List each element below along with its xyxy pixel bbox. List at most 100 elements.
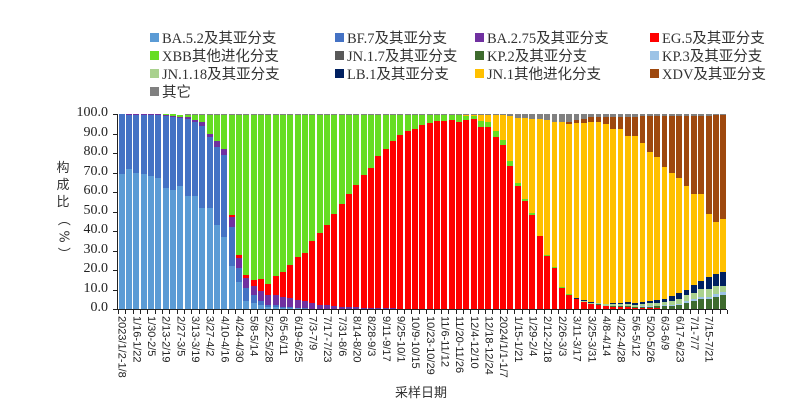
x-tick-mark [162, 310, 164, 314]
bar-segment [463, 120, 470, 309]
bar [551, 114, 558, 309]
x-tick-label: 2/27-3/5 [174, 316, 187, 357]
bar-segment [500, 144, 507, 309]
bar [412, 114, 419, 309]
bar-segment [162, 188, 169, 309]
bar-segment [712, 294, 719, 297]
bar-segment [287, 265, 294, 299]
bar-segment [265, 305, 272, 308]
bar-segment [243, 274, 250, 278]
bar-segment [646, 152, 653, 302]
bar-segment [595, 116, 602, 122]
bar-segment [382, 114, 389, 115]
bar-segment [558, 286, 565, 288]
bar-segment [272, 305, 279, 308]
bar-segment [177, 116, 184, 118]
bar-segment [375, 114, 382, 115]
bar-segment [412, 115, 419, 130]
x-tick-mark [198, 310, 200, 314]
bar-segment [199, 121, 206, 126]
bar-segment [272, 307, 279, 309]
bar-segment [375, 308, 382, 309]
x-tick-label: 6/5-6/11 [277, 316, 290, 356]
bar-segment [573, 119, 580, 123]
y-tick-label: 30.0 [83, 241, 109, 257]
x-axis-line [118, 309, 727, 310]
bar [676, 114, 683, 309]
x-tick-label: 2/12-2/18 [541, 316, 554, 363]
bar-segment [602, 123, 609, 304]
bar-segment [720, 219, 727, 272]
x-tick-label: 3/11-3/17 [570, 316, 583, 362]
bar-segment [588, 302, 595, 304]
bar-segment [566, 123, 573, 295]
bar-segment [661, 299, 668, 303]
bar [125, 114, 132, 309]
legend-swatch-icon [475, 33, 484, 42]
legend-item: 其它 [150, 84, 191, 102]
bar [294, 114, 301, 309]
bar-segment [500, 139, 507, 145]
bar-segment [639, 306, 646, 307]
bar-segment [243, 287, 250, 302]
bar-segment [676, 293, 683, 299]
x-tick-mark [565, 310, 567, 314]
bar-segment [705, 114, 712, 116]
bar-segment [720, 114, 727, 116]
bar-segment [566, 295, 573, 309]
bar-segment [265, 114, 272, 116]
bar [426, 114, 433, 309]
bar-segment [140, 114, 147, 175]
bar [624, 114, 631, 309]
y-tick-label: 10.0 [83, 280, 109, 296]
bar-segment [346, 193, 352, 308]
bar-segment [199, 207, 206, 309]
bar-segment [705, 298, 712, 309]
y-tick-mark [113, 289, 118, 291]
bar-segment [573, 298, 580, 300]
y-tick-label: 50.0 [83, 202, 109, 218]
bar-segment [573, 298, 580, 299]
bar-segment [683, 186, 690, 290]
legend-item: LB.1及其亚分支 [335, 66, 449, 84]
bar-segment [654, 308, 661, 309]
bar-segment [463, 115, 470, 121]
bar-segment [221, 114, 228, 115]
bar [118, 114, 125, 309]
bar-segment [412, 114, 419, 115]
bar-segment [522, 201, 529, 309]
bar-segment [646, 306, 653, 307]
x-tick-mark [132, 310, 134, 314]
x-tick-mark [594, 310, 596, 314]
bar [434, 114, 441, 309]
bar-segment [382, 115, 389, 149]
bar [617, 114, 624, 309]
x-tick-mark [682, 310, 684, 314]
bar [169, 114, 176, 309]
x-tick-label: 5/20-5/26 [643, 316, 656, 363]
bar-segment [639, 303, 646, 307]
bar-segment [309, 303, 316, 309]
x-tick-label: 7/31-8/6 [335, 316, 348, 357]
legend-swatch-icon [650, 69, 659, 78]
x-tick-mark [704, 310, 706, 314]
bar-segment [177, 117, 184, 187]
bar [213, 114, 220, 309]
bar [250, 114, 257, 309]
bar-segment [441, 115, 448, 122]
bar-segment [258, 114, 264, 115]
x-tick-label: 11/20-11/26 [453, 316, 466, 374]
bar-segment [507, 115, 514, 162]
bar [632, 114, 639, 309]
x-tick-label: 12/4-12/10 [467, 316, 480, 369]
bar-segment [624, 306, 631, 308]
bar-segment [470, 115, 477, 120]
bar-segment [331, 306, 338, 309]
legend-item: JN.1.7及其亚分支 [335, 48, 457, 66]
bar-segment [265, 307, 272, 309]
bar-segment [177, 186, 184, 309]
x-tick-mark [352, 310, 354, 314]
bar-segment [544, 256, 551, 309]
legend-item: BF.7及其亚分支 [335, 30, 447, 48]
x-tick-mark [360, 310, 362, 314]
